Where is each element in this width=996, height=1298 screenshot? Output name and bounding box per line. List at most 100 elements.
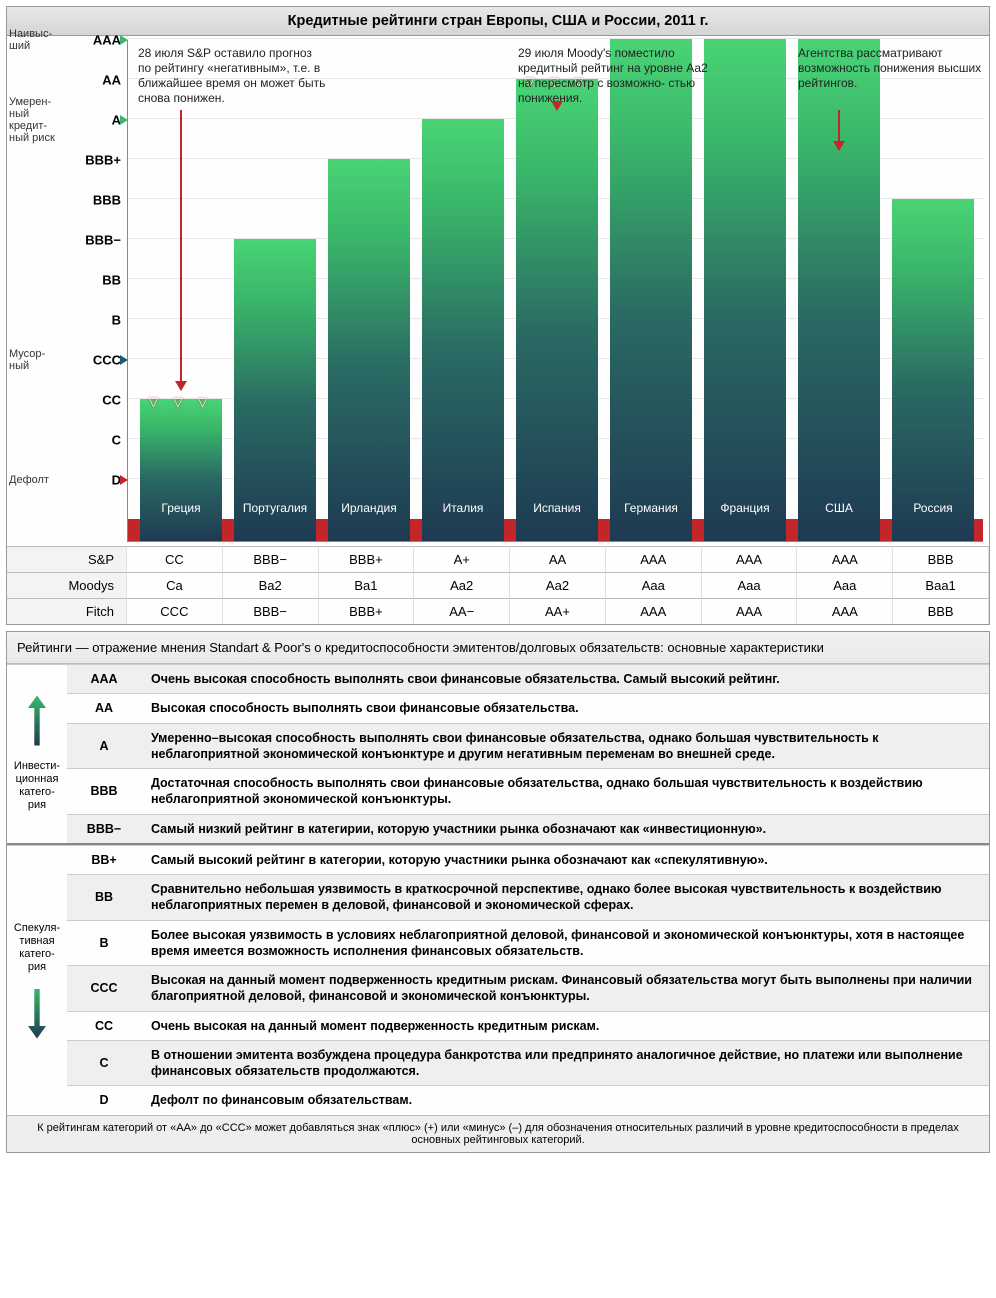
rating-cell: Ba2 — [223, 572, 319, 598]
downgrade-markers-icon: ▽ ▽ ▽ — [140, 395, 222, 409]
legend-code: A — [67, 723, 141, 769]
bar-Россия: Россия — [892, 199, 974, 541]
rating-cell: BBB — [893, 598, 989, 624]
rating-cell: AAA — [606, 546, 702, 572]
annotation-text: Агентства рассматривают возможность пони… — [798, 46, 988, 91]
legend-code: CC — [67, 1011, 141, 1040]
y-category: Дефолт — [9, 474, 65, 486]
y-tick-A: A — [73, 113, 127, 128]
y-category: Мусор- ный — [9, 348, 65, 372]
legend-code: AA — [67, 693, 141, 722]
legend-desc: Самый высокий рейтинг в категории, котор… — [141, 845, 989, 874]
rating-cell: BBB− — [223, 546, 319, 572]
plot-area: Греция▽ ▽ ▽ Португалия Ирландия Италия Испан… — [127, 40, 983, 542]
y-category: Наивыс- ший — [9, 28, 65, 52]
ratings-chart-panel: Кредитные рейтинги стран Европы, США и Р… — [6, 6, 990, 625]
rating-cell: BBB — [893, 546, 989, 572]
y-tick-C: C — [73, 433, 127, 448]
legend-grid: Инвести- ционная катего- рияAAAОчень выс… — [7, 664, 989, 1115]
rating-cell: A+ — [414, 546, 510, 572]
bar-Греция: Греция▽ ▽ ▽ — [140, 399, 222, 541]
rating-cell: Aaa — [702, 572, 798, 598]
rating-cell: CC — [127, 546, 223, 572]
rating-cell: CCC — [127, 598, 223, 624]
category-speculative: Спекуля- тивная катего- рия — [7, 845, 67, 1115]
bar-Португалия: Португалия — [234, 239, 316, 541]
rating-cell: Ba1 — [319, 572, 415, 598]
bar-label: Россия — [892, 501, 974, 515]
y-category: Умерен- ный кредит- ный риск — [9, 96, 65, 144]
y-tick-BBB: BBB — [73, 193, 127, 208]
bar-label: Испания — [516, 501, 598, 515]
y-tick-BBB−: BBB− — [73, 233, 127, 248]
legend-code: BBB− — [67, 814, 141, 843]
category-investment: Инвести- ционная катего- рия — [7, 664, 67, 843]
bar-Ирландия: Ирландия — [328, 159, 410, 541]
legend-code: CCC — [67, 965, 141, 1011]
rating-cell: AAA — [797, 546, 893, 572]
legend-desc: Самый низкий рейтинг в категирии, котору… — [141, 814, 989, 843]
legend-desc: Высокая способность выполнять свои финан… — [141, 693, 989, 722]
y-tick-D: D — [73, 473, 127, 488]
rating-cell: AA — [510, 546, 606, 572]
agency-name: Fitch — [7, 598, 127, 624]
rating-cell: Baa1 — [893, 572, 989, 598]
downgrade-arrow-icon — [838, 110, 840, 150]
annotation-arrow-icon — [180, 110, 182, 390]
legend-desc: Более высокая уязвимость в условиях небл… — [141, 920, 989, 966]
legend-desc: В отношении эмитента возбуждена процедур… — [141, 1040, 989, 1086]
rating-cell: AA− — [414, 598, 510, 624]
legend-code: C — [67, 1040, 141, 1086]
legend-code: BB+ — [67, 845, 141, 874]
bar-Германия: Германия — [610, 39, 692, 541]
legend-desc: Умеренно–высокая способность выполнять с… — [141, 723, 989, 769]
chart-area: AAAAAABBB+BBBBBB−BBBCCCCCCDНаивыс- шийУм… — [7, 36, 989, 546]
agency-ratings-table: S&PCCBBB−BBB+A+AAAAAAAAAAABBBMoodysCaBa2… — [7, 546, 989, 624]
bar-label: Италия — [422, 501, 504, 515]
legend-footnote: К рейтингам категорий от «АА» до «ССС» м… — [7, 1115, 989, 1152]
rating-cell: AAA — [606, 598, 702, 624]
y-tick-B: B — [73, 313, 127, 328]
agency-name: S&P — [7, 546, 127, 572]
legend-header: Рейтинги — отражение мнения Standart & P… — [7, 632, 989, 664]
rating-cell: BBB+ — [319, 598, 415, 624]
bar-label: США — [798, 501, 880, 515]
rating-cell: AA+ — [510, 598, 606, 624]
rating-cell: Aaa — [606, 572, 702, 598]
legend-code: BBB — [67, 768, 141, 814]
rating-cell: Aaa — [797, 572, 893, 598]
legend-desc: Достаточная способность выполнять свои ф… — [141, 768, 989, 814]
y-tick-AA: AA — [73, 73, 127, 88]
legend-code: BB — [67, 874, 141, 920]
y-tick-BBB+: BBB+ — [73, 153, 127, 168]
arrow-up-icon — [28, 696, 46, 746]
bar-label: Португалия — [234, 501, 316, 515]
y-tick-CCC: CCC — [73, 353, 127, 368]
legend-desc: Высокая на данный момент подверженность … — [141, 965, 989, 1011]
y-axis: AAAAAABBB+BBBBBB−BBBCCCCCCDНаивыс- шийУм… — [7, 40, 127, 542]
legend-desc: Очень высокая способность выполнять свои… — [141, 664, 989, 693]
legend-code: D — [67, 1085, 141, 1114]
legend-code: AAA — [67, 664, 141, 693]
annotation-text: 29 июля Moody's поместило кредитный рейт… — [518, 46, 708, 106]
bar-label: Германия — [610, 501, 692, 515]
bar-label: Ирландия — [328, 501, 410, 515]
y-tick-CC: CC — [73, 393, 127, 408]
agency-name: Moodys — [7, 572, 127, 598]
legend-desc: Дефолт по финансовым обязательствам. — [141, 1085, 989, 1114]
bar-label: Франция — [704, 501, 786, 515]
rating-cell: BBB− — [223, 598, 319, 624]
arrow-down-icon — [28, 989, 46, 1039]
rating-cell: AAA — [702, 546, 798, 572]
rating-cell: AAA — [702, 598, 798, 624]
legend-code: B — [67, 920, 141, 966]
legend-desc: Сравнительно небольшая уязвимость в крат… — [141, 874, 989, 920]
rating-cell: Aa2 — [414, 572, 510, 598]
bar-Франция: Франция — [704, 39, 786, 541]
rating-cell: Aa2 — [510, 572, 606, 598]
rating-cell: BBB+ — [319, 546, 415, 572]
y-tick-AAA: AAA — [73, 33, 127, 48]
bar-Испания: Испания▽ ▽ ▽ — [516, 79, 598, 541]
legend-desc: Очень высокая на данный момент подвержен… — [141, 1011, 989, 1040]
bar-Италия: Италия — [422, 119, 504, 541]
